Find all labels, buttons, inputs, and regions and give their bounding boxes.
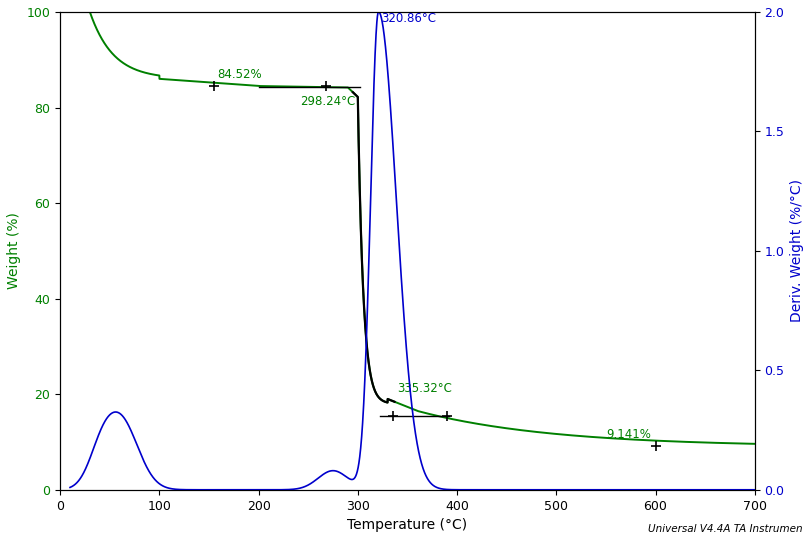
Text: 84.52%: 84.52% [217,68,261,81]
Y-axis label: Weight (%): Weight (%) [7,212,21,289]
Text: 298.24°C: 298.24°C [300,95,355,108]
Text: 335.32°C: 335.32°C [397,382,453,395]
Text: 9.141%: 9.141% [606,428,650,441]
Text: 320.86°C: 320.86°C [382,11,436,24]
X-axis label: Temperature (°C): Temperature (°C) [347,518,467,532]
Y-axis label: Deriv. Weight (%/°C): Deriv. Weight (%/°C) [790,179,804,322]
Text: Universal V4.4A TA Instrumen: Universal V4.4A TA Instrumen [648,523,803,534]
